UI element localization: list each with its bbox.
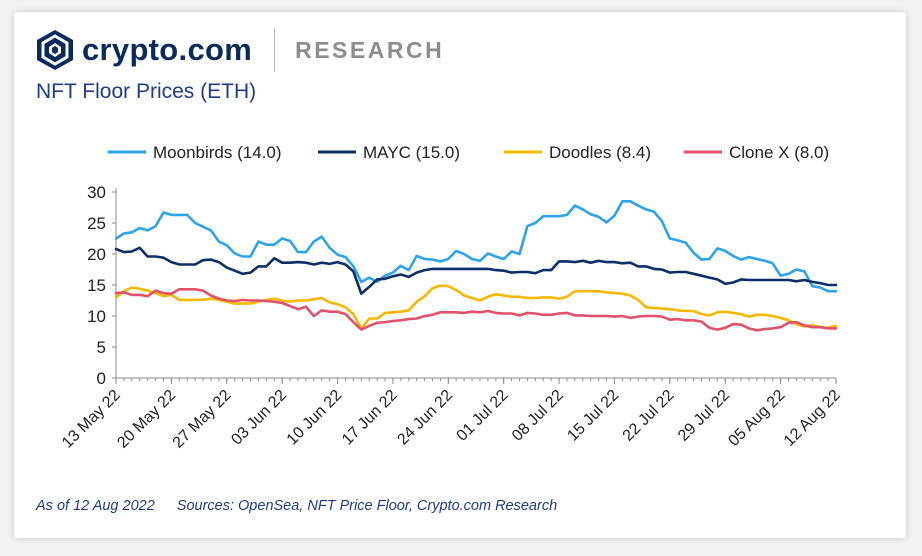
- x-tick-label: 17 Jun 22: [339, 387, 401, 449]
- x-tick-label: 13 May 22: [59, 387, 124, 452]
- chart-card: crypto.com RESEARCH NFT Floor Prices (ET…: [14, 12, 906, 538]
- x-tick-label: 10 Jun 22: [284, 387, 346, 449]
- as-of-date: As of 12 Aug 2022: [36, 498, 155, 514]
- brand-name: crypto.com: [82, 32, 253, 67]
- x-tick-label: 24 Jun 22: [394, 387, 456, 449]
- crypto-com-logo-icon: [37, 30, 73, 70]
- x-tick-label: 03 Jun 22: [228, 387, 290, 449]
- header-divider: [274, 28, 276, 72]
- section-label: RESEARCH: [295, 36, 445, 63]
- y-tick-label: 15: [87, 276, 106, 295]
- series-line-1: [114, 246, 838, 296]
- x-tick-label: 29 Jul 22: [675, 387, 733, 445]
- x-tick-label: 01 Jul 22: [454, 387, 512, 445]
- y-tick-label: 5: [97, 338, 106, 357]
- x-tick-label: 27 May 22: [170, 387, 235, 452]
- sources-note: Sources: OpenSea, NFT Price Floor, Crypt…: [176, 498, 558, 514]
- series-line-2: [114, 284, 838, 330]
- legend-label-2: Doodles (8.4): [549, 143, 651, 162]
- x-tick-label: 20 May 22: [114, 387, 179, 452]
- x-tick-label: 15 Jul 22: [564, 387, 622, 445]
- x-tick-label: 08 Jul 22: [509, 387, 567, 445]
- y-tick-label: 25: [87, 214, 106, 233]
- y-tick-label: 0: [97, 369, 106, 388]
- legend-label-3: Clone X (8.0): [729, 143, 829, 162]
- x-tick-label: 05 Aug 22: [725, 387, 788, 450]
- series-line-3: [114, 287, 838, 332]
- footer: As of 12 Aug 2022 Sources: OpenSea, NFT P…: [36, 498, 557, 514]
- y-tick-label: 10: [87, 307, 106, 326]
- series-line-0: [114, 200, 838, 293]
- chart-title: NFT Floor Prices (ETH): [36, 80, 257, 103]
- x-tick-label: 22 Jul 22: [620, 387, 678, 445]
- y-tick-label: 30: [87, 183, 106, 202]
- legend-label-0: Moonbirds (14.0): [153, 143, 282, 162]
- x-tick-label: 12 Aug 22: [781, 387, 844, 450]
- legend-label-1: MAYC (15.0): [363, 143, 460, 162]
- y-tick-label: 20: [87, 245, 106, 264]
- header: crypto.com RESEARCH: [36, 26, 444, 74]
